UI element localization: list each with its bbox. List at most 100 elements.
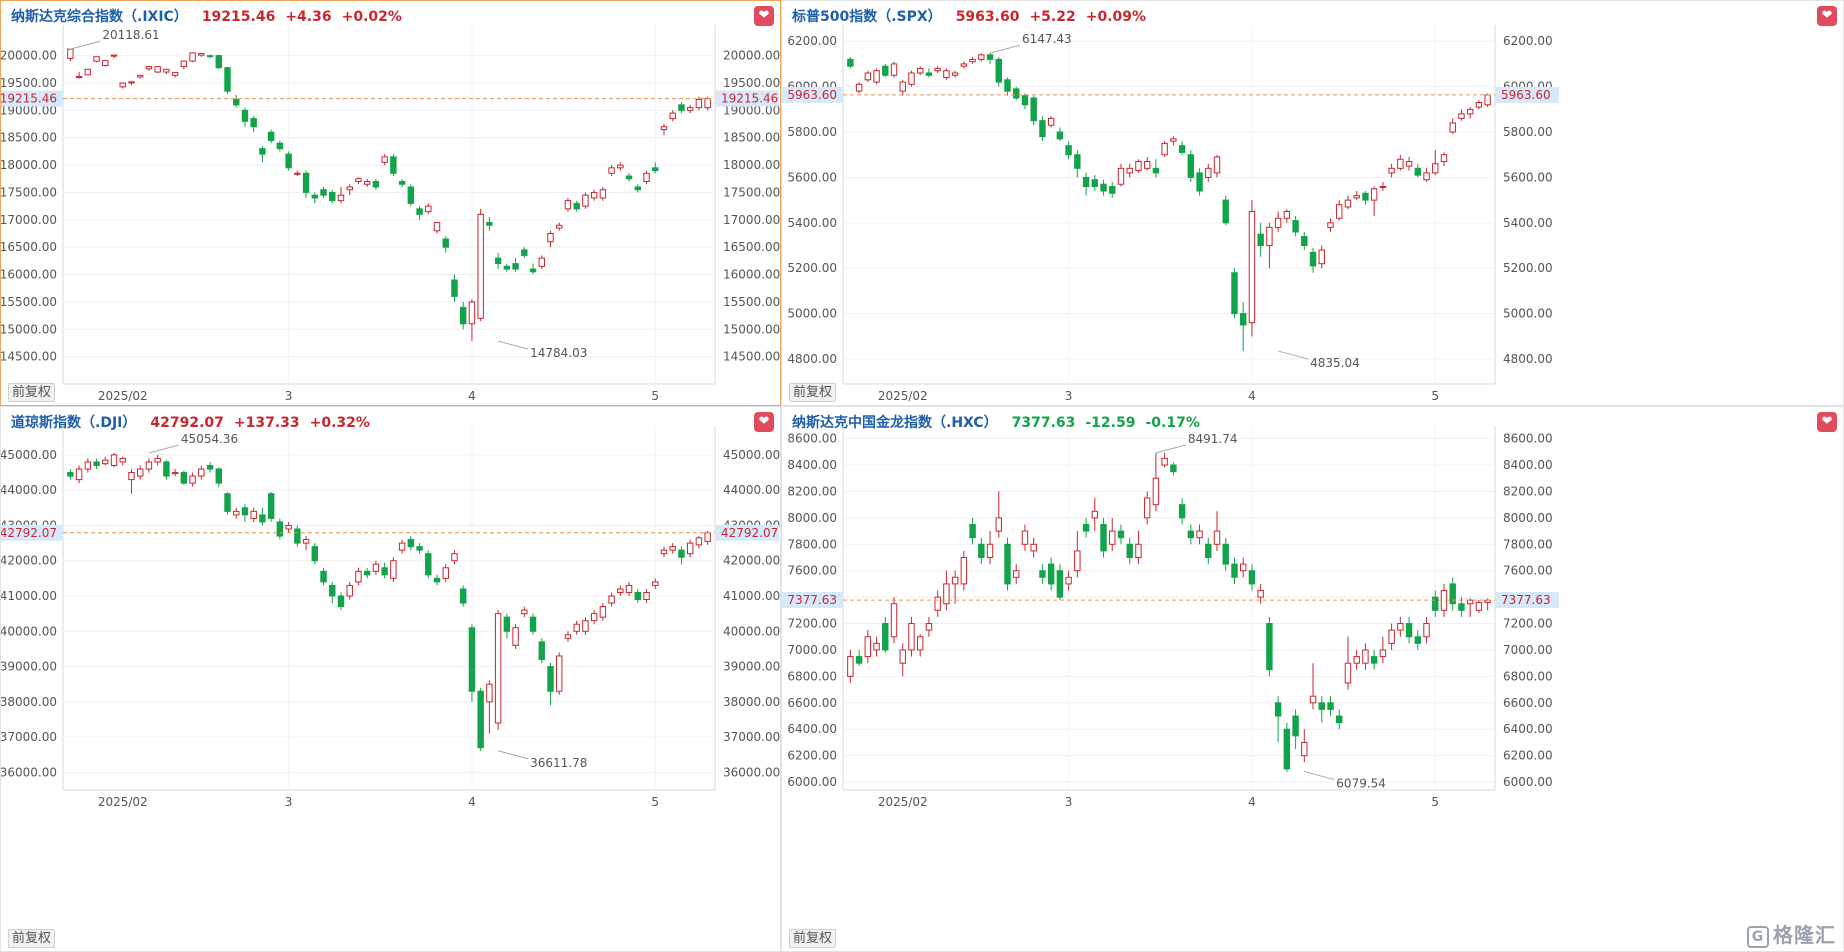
y-tick-label-right: 6200.00	[1503, 749, 1553, 763]
candle-body-up	[625, 584, 633, 593]
candle-body-up	[1318, 249, 1325, 265]
candlestick-chart[interactable]: 6000.00 6000.00 6200.00 6200.00 6400.00 6400.…	[782, 407, 1843, 951]
candle-body-down	[1056, 570, 1064, 598]
x-tick-label: 2025/02	[878, 795, 928, 809]
candle-body-down	[1248, 570, 1256, 585]
candle-body-down	[259, 514, 266, 523]
y-tick-label-left: 15500.00	[1, 295, 57, 309]
current-price-tag-right	[1495, 592, 1559, 609]
y-tick-label-left: 36000.00	[1, 765, 57, 779]
candle-body-up	[233, 510, 240, 516]
current-price-tag-left	[1, 90, 63, 107]
candle-body-up	[960, 556, 968, 585]
low-label: 14784.03	[530, 346, 587, 360]
heart-icon[interactable]: ❤	[754, 412, 774, 432]
candle-body-down	[847, 58, 854, 67]
candle-body-down	[215, 468, 222, 484]
extreme-leader-line	[497, 340, 529, 350]
candlestick-chart[interactable]: 14500.00 14500.00 15000.00 15000.00 15500.00…	[1, 1, 780, 405]
candle-body-down	[503, 265, 511, 270]
adjust-mode-button[interactable]: 前复权	[789, 929, 837, 948]
candle-body-up	[686, 542, 694, 555]
candle-body-up	[855, 83, 863, 92]
adjust-mode-button[interactable]: 前复权	[8, 383, 56, 402]
y-tick-label-left: 41000.00	[1, 589, 57, 603]
candle-body-down	[1170, 464, 1177, 473]
low-label: 36611.78	[530, 756, 587, 770]
candle-body-up	[1143, 497, 1151, 519]
candle-body-up	[1370, 188, 1378, 201]
candle-body-up	[925, 623, 933, 631]
candle-body-up	[1432, 163, 1439, 174]
candle-body-down	[1405, 623, 1413, 638]
y-tick-label-left: 15000.00	[1, 322, 57, 336]
candle-body-down	[1336, 715, 1343, 724]
adjust-mode-button[interactable]: 前复权	[8, 929, 56, 948]
chart-panel-dji[interactable]: 道琼斯指数（.DJI） 42792.07 +137.33 +0.32% ❤ 36000…	[0, 406, 781, 952]
index-change-pct: -0.17%	[1145, 415, 1200, 431]
chart-panel-spx[interactable]: 标普500指数（.SPX） 5963.60 +5.22 +0.09% ❤ 4800.0…	[781, 0, 1844, 406]
y-tick-label-left: 44000.00	[1, 483, 57, 497]
candle-body-up	[302, 539, 310, 544]
candle-body-up	[93, 56, 100, 62]
candle-body-up	[521, 609, 528, 615]
candle-body-up	[547, 232, 554, 243]
y-tick-label-right: 16500.00	[723, 240, 780, 254]
y-tick-label-right: 36000.00	[723, 765, 780, 779]
candle-body-down	[320, 570, 327, 583]
candle-body-down	[969, 523, 976, 539]
candle-body-down	[302, 172, 310, 193]
candle-body-down	[398, 181, 406, 185]
candle-body-down	[978, 543, 985, 558]
candle-body-down	[1030, 97, 1037, 122]
candle-body-up	[564, 634, 572, 639]
chart-panel-ixic[interactable]: 纳斯达克综合指数（.IXIC） 19215.46 +4.36 +0.02% ❤ 145…	[0, 0, 781, 406]
x-tick-label: 3	[285, 795, 293, 809]
candle-body-up	[363, 181, 371, 185]
candle-body-up	[564, 200, 572, 210]
candle-body-down	[521, 249, 528, 256]
candlestick-chart[interactable]: 4800.00 4800.00 5000.00 5000.00 5200.00 5200.…	[782, 1, 1843, 405]
candle-body-up	[136, 468, 144, 477]
candle-body-up	[617, 164, 624, 169]
candle-body-down	[1039, 570, 1046, 578]
candle-body-up	[198, 52, 205, 56]
candle-body-up	[136, 74, 144, 78]
heart-icon[interactable]: ❤	[1817, 6, 1837, 26]
candle-body-up	[75, 75, 83, 79]
candle-body-down	[390, 156, 397, 174]
candle-body-down	[1283, 728, 1291, 770]
candle-body-down	[1205, 543, 1212, 558]
y-tick-label-right: 5400.00	[1503, 216, 1553, 230]
y-tick-label-right: 6200.00	[1503, 34, 1553, 48]
candle-body-up	[556, 655, 563, 692]
candle-body-down	[337, 595, 345, 608]
candle-body-up	[372, 563, 380, 572]
y-tick-label-right: 42000.00	[723, 554, 780, 568]
candle-body-up	[119, 457, 126, 463]
current-price-label-left: 42792.07	[1, 526, 57, 540]
candle-body-up	[1283, 210, 1291, 219]
chart-panel-hxc[interactable]: 纳斯达克中国金龙指数（.HXC） 7377.63 -12.59 -0.17% ❤ 60…	[781, 406, 1844, 952]
candle-body-down	[652, 167, 659, 172]
adjust-mode-button[interactable]: 前复权	[789, 383, 837, 402]
y-tick-label-left: 18000.00	[1, 158, 57, 172]
candle-body-down	[1222, 543, 1229, 565]
candle-body-up	[916, 67, 924, 74]
candle-body-down	[1187, 530, 1195, 539]
candlestick-chart[interactable]: 36000.00 36000.00 37000.00 37000.00 38000.00…	[1, 407, 780, 951]
candle-body-up	[102, 60, 109, 66]
heart-icon[interactable]: ❤	[1817, 412, 1837, 432]
candle-body-up	[934, 596, 941, 611]
candle-body-up	[890, 63, 898, 76]
y-tick-label-left: 5400.00	[787, 216, 837, 230]
heart-icon[interactable]: ❤	[754, 6, 774, 26]
candle-body-up	[1440, 154, 1448, 163]
index-change: +4.36	[285, 9, 332, 25]
y-tick-label-left: 39000.00	[1, 660, 57, 674]
candle-body-up	[189, 52, 196, 62]
candle-body-up	[1161, 142, 1168, 156]
index-price: 5963.60	[955, 9, 1020, 25]
current-price-label-left: 19215.46	[1, 92, 57, 106]
candle-body-up	[1021, 530, 1029, 545]
